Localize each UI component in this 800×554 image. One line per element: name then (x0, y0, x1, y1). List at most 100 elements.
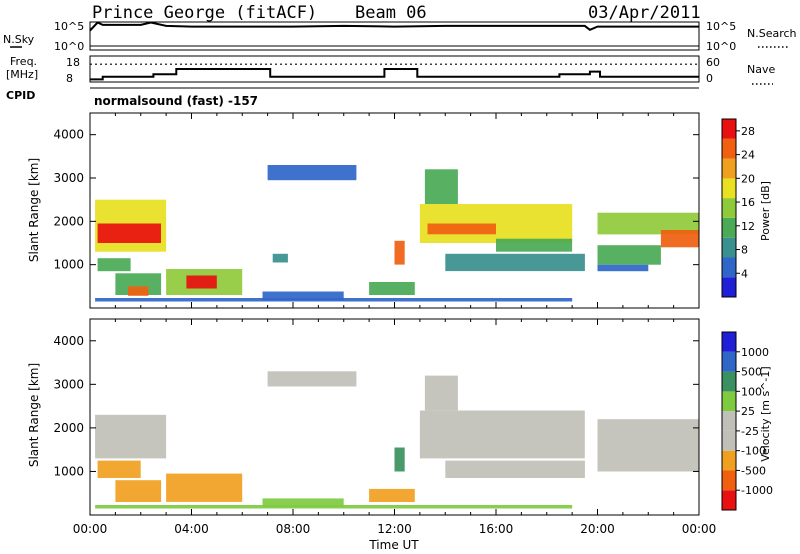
colorbar-swatch (722, 198, 736, 218)
colorbar-swatch (722, 158, 736, 179)
colorbar-swatch (722, 411, 736, 431)
y-tick-label: 3000 (53, 171, 84, 185)
nave-tick-bottom: 0 (706, 72, 713, 85)
freq-panel: Freq. [MHz] 18 8 60 0 Nave (6, 55, 775, 85)
scatter-region-17 (597, 212, 699, 235)
scatter-region-13 (427, 223, 496, 235)
scatter-region-10 (445, 460, 585, 478)
x-tick-label: 00:00 (682, 522, 717, 536)
velocity-ylabel: Slant Range [km] (27, 363, 41, 467)
y-tick-label: 2000 (53, 421, 84, 435)
y-tick-label: 4000 (53, 334, 84, 348)
time-axis-label: Time UT (368, 538, 419, 552)
frequency-line (90, 68, 699, 81)
scatter-region-3 (166, 473, 243, 502)
colorbar-tick-label: 8 (741, 244, 748, 257)
velocity-axes: 1000 2000 3000 4000 00:00 04:00 08:00 12:00 16:0… (53, 319, 716, 536)
colorbar-tick-label: 100 (741, 385, 762, 398)
scatter-region-9 (424, 375, 458, 411)
cpid-text: normalsound (fast) -157 (94, 94, 258, 108)
noise-panel-frame (89, 21, 700, 51)
x-tick-label: 08:00 (276, 522, 311, 536)
noise-panel: N.Sky 10^5 10^0 10^5 10^0 N.Search (3, 20, 797, 53)
power-ylabel: Slant Range [km] (27, 158, 41, 262)
scatter-region-7 (262, 291, 344, 301)
velocity-panel: 1000 2000 3000 4000 00:00 04:00 08:00 12:00 16:0… (27, 318, 716, 552)
scatter-region-5 (262, 498, 344, 508)
scatter-region-6 (369, 488, 415, 502)
scatter-region-9 (267, 165, 357, 181)
power-colorbar-label: Power [dB] (759, 181, 772, 241)
velocity-colorbar-label: Velocity [m s^-1] (759, 366, 772, 461)
colorbar-tick-label: -100 (741, 445, 766, 458)
scatter-region-3 (115, 273, 162, 295)
x-tick-label: 12:00 (377, 522, 412, 536)
colorbar-tick-label: 1000 (741, 346, 769, 359)
y-tick-label: 2000 (53, 214, 84, 228)
nsky-line (89, 21, 699, 32)
velocity-colorbar: 1000 500 100 25 -25 -100 -500 -1000 (721, 331, 773, 511)
station-title: Prince George (fitACF) (92, 3, 317, 23)
scatter-region-12 (95, 505, 573, 509)
x-tick-label: 00:00 (73, 522, 108, 536)
scatter-region-4 (267, 371, 357, 387)
colorbar-swatch (722, 178, 736, 199)
scatter-region-21 (95, 298, 573, 302)
cpid-label: CPID (6, 89, 35, 102)
scatter-region-1 (97, 223, 161, 243)
x-tick-label: 04:00 (174, 522, 209, 536)
colorbar-frame (721, 118, 737, 298)
scatter-region-1 (97, 460, 141, 478)
colorbar-swatch (722, 257, 736, 278)
colorbar-tick-label: 24 (741, 149, 755, 162)
colorbar-swatch (722, 371, 736, 392)
power-axes: 1000 2000 3000 4000 (53, 113, 700, 308)
scatter-region-2 (97, 258, 131, 272)
freq-label-1: Freq. (10, 55, 37, 68)
colorbar-swatch (722, 217, 736, 238)
beam-title: Beam 06 (355, 3, 427, 23)
noise-tick-bottom-right: 10^0 (706, 40, 736, 53)
colorbar-swatch (722, 450, 736, 471)
scatter-region-20 (597, 264, 649, 272)
scatter-region-16 (496, 238, 573, 252)
scatter-region-19 (597, 245, 661, 265)
colorbar-tick-label: -500 (741, 464, 766, 477)
colorbar-swatch (722, 138, 736, 159)
colorbar-frame (721, 331, 737, 511)
power-cells (95, 165, 699, 302)
colorbar-tick-label: 500 (741, 366, 762, 379)
freq-label-2: [MHz] (6, 68, 38, 81)
scatter-region-8 (272, 253, 288, 263)
freq-tick-bottom: 8 (66, 72, 73, 85)
nave-tick-top: 60 (706, 56, 720, 69)
colorbar-swatch (722, 391, 736, 412)
scatter-region-0 (95, 414, 167, 459)
x-tick-label: 20:00 (580, 522, 615, 536)
x-tick-label: 16:00 (479, 522, 514, 536)
freq-tick-top: 18 (66, 56, 80, 69)
scatter-region-7 (394, 447, 405, 472)
scatter-region-18 (660, 230, 699, 248)
y-tick-label: 3000 (53, 377, 84, 391)
y-tick-label: 1000 (53, 464, 84, 478)
colorbar-swatch (722, 490, 736, 510)
colorbar-tick-label: 28 (741, 125, 755, 138)
colorbar-tick-label: 4 (741, 267, 748, 280)
freq-panel-frame (89, 55, 700, 83)
date-title: 03/Apr/2011 (588, 3, 701, 23)
scatter-region-14 (424, 169, 458, 204)
colorbar-swatch (722, 332, 736, 352)
colorbar-tick-label: 12 (741, 220, 755, 233)
power-panel: 1000 2000 3000 4000 Slant Range [km] (27, 112, 700, 309)
scatter-region-2 (115, 480, 162, 502)
colorbar-swatch (722, 119, 736, 139)
noise-tick-bottom-left: 10^0 (54, 40, 84, 53)
scatter-region-11 (394, 240, 405, 265)
scatter-region-11 (597, 419, 699, 472)
scatter-region-6 (186, 275, 217, 289)
y-tick-label: 1000 (53, 258, 84, 272)
colorbar-swatch (722, 430, 736, 451)
colorbar-swatch (722, 351, 736, 372)
